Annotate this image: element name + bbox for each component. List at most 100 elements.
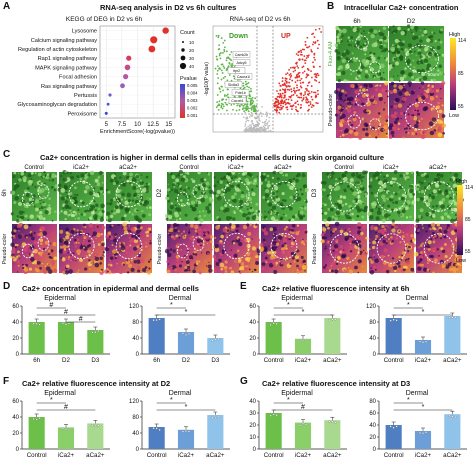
micrograph-texture	[180, 249, 182, 251]
bar-chart-ytick-label: 40	[12, 320, 19, 326]
micrograph-texture	[441, 123, 446, 128]
micrograph-texture	[351, 52, 354, 55]
cell-outline-ring	[68, 180, 95, 208]
bar-category-label: Control	[384, 357, 404, 364]
micrograph-texture	[355, 205, 360, 210]
kegg-dot	[120, 83, 125, 89]
micrograph-texture	[244, 178, 250, 183]
volcano-point-up	[292, 89, 295, 92]
micrograph-texture	[271, 205, 277, 210]
micrograph-texture	[50, 260, 56, 265]
micrograph-texture	[62, 270, 66, 275]
micrograph-texture	[346, 251, 351, 256]
micrograph-texture	[439, 173, 444, 178]
micrograph-texture	[450, 230, 456, 236]
volcano-point-down	[225, 50, 228, 53]
micrograph-texture	[405, 52, 410, 57]
volcano-point-up	[320, 31, 322, 33]
volcano-point-up	[289, 66, 292, 69]
micrograph-texture	[64, 240, 69, 245]
volcano-point-up	[308, 81, 311, 84]
micrograph-texture	[406, 116, 408, 118]
micrograph-texture	[418, 120, 421, 123]
volcano-point-ns	[249, 114, 252, 116]
micrograph-texture	[78, 213, 80, 215]
micrograph-texture	[218, 258, 222, 263]
micrograph-texture	[251, 238, 253, 240]
micrograph-texture	[396, 126, 399, 128]
volcano-point-ns	[246, 128, 248, 131]
micrograph-texture	[369, 55, 372, 58]
micrograph-texture	[59, 238, 64, 243]
micrograph-texture	[240, 194, 245, 199]
micrograph-texture	[417, 229, 420, 232]
micrograph-texture	[349, 187, 353, 191]
volcano-point-down	[220, 69, 223, 72]
panel-c-row-label: Pseudo-color	[2, 233, 8, 264]
micrograph-texture	[29, 245, 35, 250]
micrograph-texture	[146, 234, 149, 237]
micrograph-texture	[380, 50, 383, 53]
volcano-point-up	[279, 108, 281, 111]
micrograph-texture	[294, 255, 300, 260]
micrograph-texture	[226, 187, 231, 192]
micrograph-texture	[10, 242, 15, 247]
micrograph-texture	[330, 262, 335, 266]
volcano-point-down	[230, 104, 233, 106]
micrograph-texture	[175, 254, 180, 259]
micrograph-texture	[147, 182, 151, 186]
micrograph-texture	[149, 231, 152, 234]
bar-data-point	[152, 319, 155, 322]
micrograph-texture	[402, 265, 407, 269]
volcano-point-up	[278, 82, 281, 85]
micrograph-texture	[398, 197, 402, 200]
bar-category-label: iCa2+	[415, 357, 432, 364]
micrograph-texture	[245, 193, 248, 196]
micrograph-texture	[288, 218, 292, 222]
micrograph-texture	[333, 260, 336, 262]
micrograph-texture	[46, 172, 50, 176]
micrograph-texture	[390, 81, 395, 86]
micrograph-texture	[449, 196, 453, 200]
significance-marker: *	[170, 397, 173, 404]
micrograph-texture	[428, 121, 434, 127]
micrograph-texture	[451, 266, 457, 272]
micrograph-texture	[343, 129, 348, 134]
volcano-point-up	[278, 95, 281, 98]
micrograph-texture	[105, 216, 108, 219]
micrograph-texture	[300, 240, 305, 245]
micrograph-texture	[382, 260, 388, 265]
micrograph-texture	[197, 200, 202, 205]
micrograph-texture	[341, 203, 345, 207]
volcano-gene-box	[228, 97, 247, 104]
micrograph-texture	[419, 244, 423, 248]
micrograph-texture	[329, 176, 332, 178]
micrograph-texture	[438, 176, 441, 179]
micrograph-texture	[13, 171, 17, 175]
micrograph-texture	[207, 264, 212, 269]
micrograph-texture	[232, 198, 237, 203]
micrograph-texture	[383, 175, 386, 178]
micrograph-texture	[384, 81, 389, 86]
micrograph-texture	[365, 67, 367, 69]
bar-data-point	[184, 333, 188, 337]
volcano-point-ns	[259, 111, 262, 114]
micrograph-texture	[371, 56, 376, 61]
micrograph-texture	[181, 232, 183, 235]
bar	[324, 420, 341, 449]
micrograph-texture	[358, 74, 361, 78]
micrograph-texture	[51, 252, 54, 255]
micrograph-texture	[320, 188, 324, 191]
micrograph-texture	[343, 176, 348, 182]
micrograph-texture	[428, 193, 432, 197]
micrograph-texture	[398, 191, 400, 193]
volcano-point-ns	[251, 115, 253, 118]
micrograph-texture	[381, 88, 386, 93]
micrograph-texture	[409, 50, 412, 54]
micrograph-texture	[401, 258, 405, 262]
micrograph-texture	[424, 268, 427, 271]
micrograph-texture	[79, 199, 83, 203]
micrograph-texture	[12, 257, 15, 260]
bar-chart-subtitle: Epidermal	[44, 390, 76, 397]
